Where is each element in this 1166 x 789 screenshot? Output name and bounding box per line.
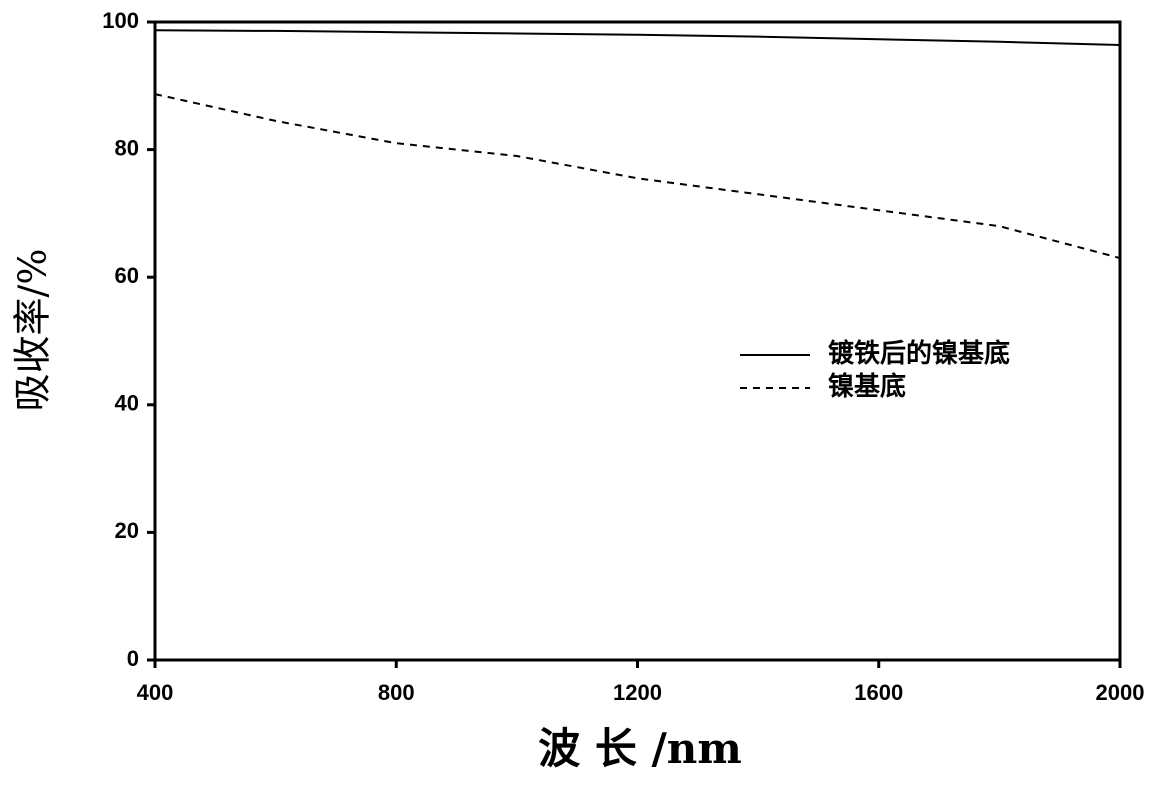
- x-tick-label: 400: [137, 680, 174, 705]
- x-tick-label: 1600: [854, 680, 903, 705]
- series-line: [154, 93, 1121, 260]
- legend-label: 镍基底: [828, 371, 906, 402]
- y-tick-label: 80: [115, 135, 139, 160]
- series-line: [154, 29, 1121, 46]
- y-tick-label: 40: [115, 391, 139, 416]
- y-tick-label: 20: [115, 518, 139, 543]
- y-tick-label: 60: [115, 263, 139, 288]
- legend-label: 镀铁后的镍基底: [828, 338, 1010, 369]
- x-tick-label: 2000: [1096, 680, 1145, 705]
- x-tick-label: 800: [378, 680, 415, 705]
- y-axis-label: 吸收率/%: [11, 249, 55, 412]
- y-tick-label: 100: [102, 8, 139, 33]
- x-axis-label: 波 长 /nm: [538, 724, 742, 773]
- y-tick-label: 0: [127, 646, 139, 671]
- x-tick-label: 1200: [613, 680, 662, 705]
